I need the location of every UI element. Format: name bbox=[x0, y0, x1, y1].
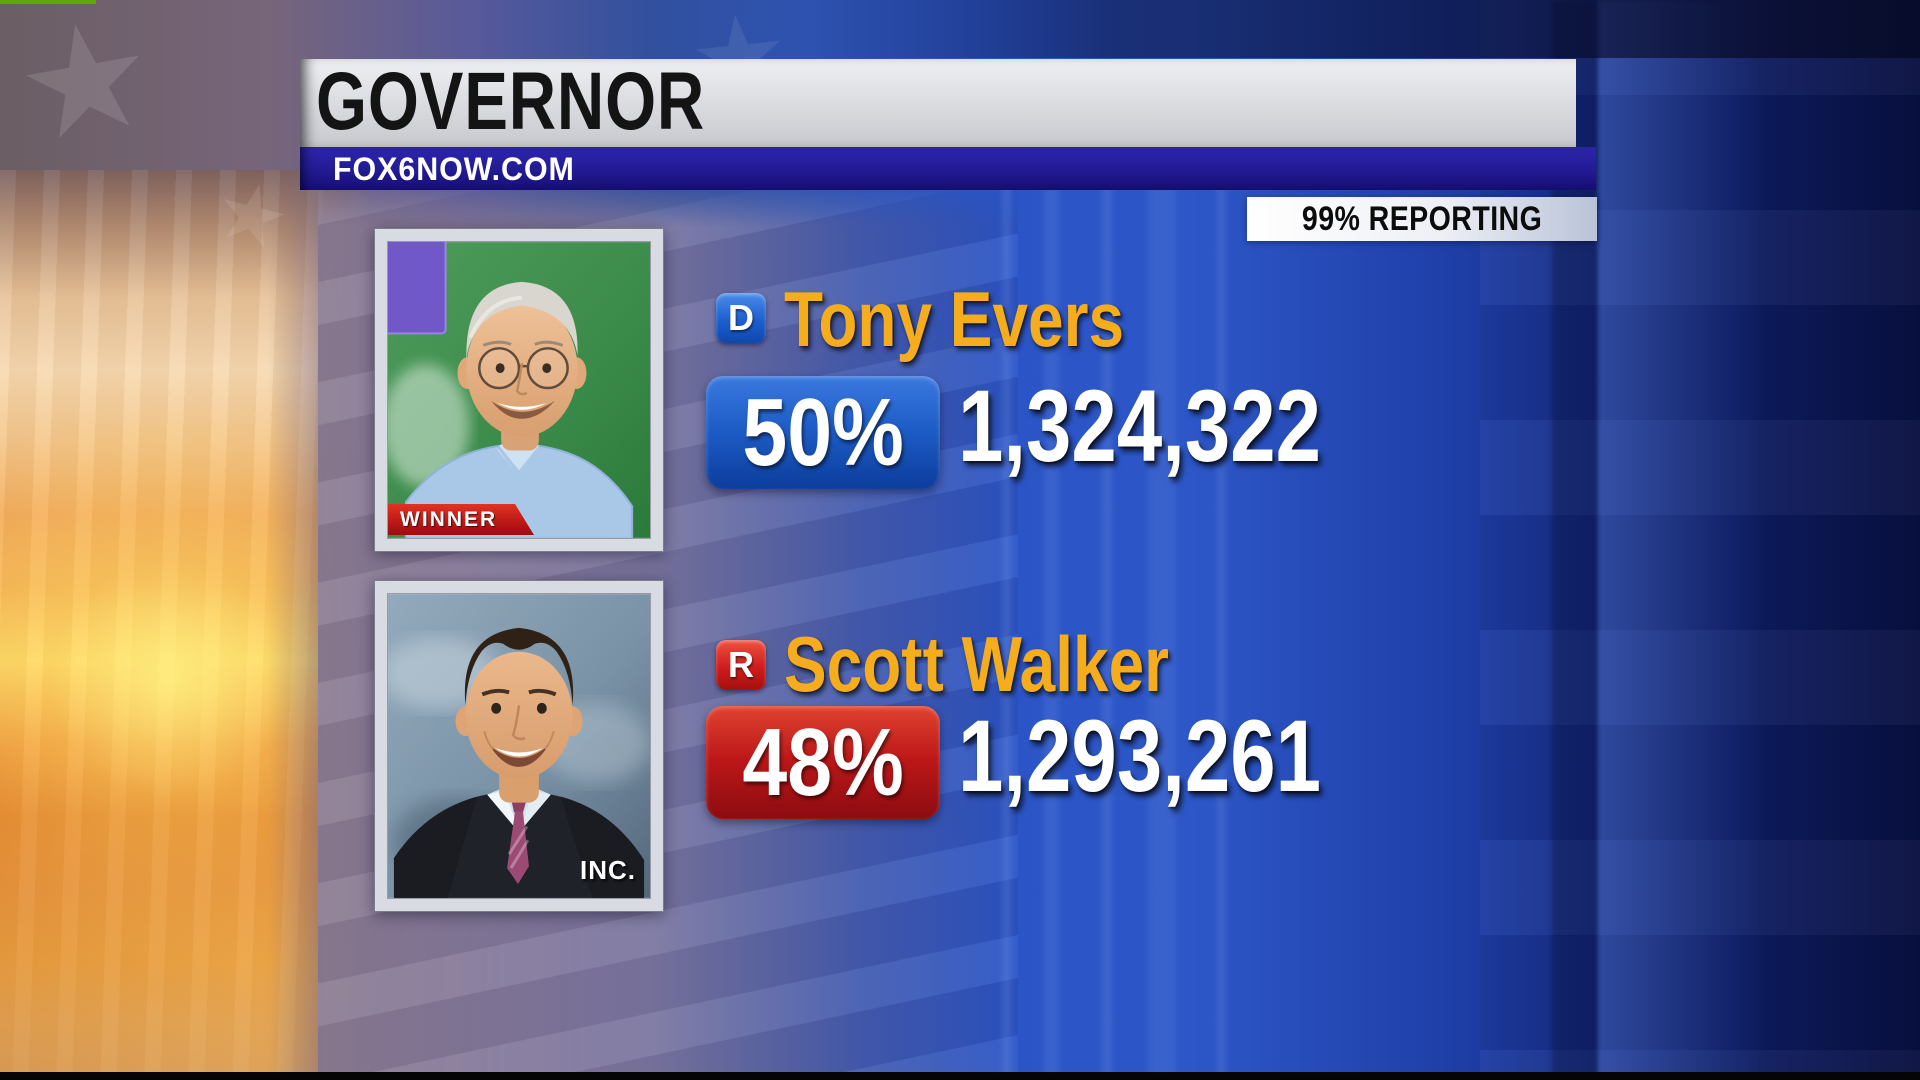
incumbent-label: INC. bbox=[580, 855, 636, 885]
walker-photo-frame: INC. bbox=[374, 580, 664, 912]
evers-photo: WINNER bbox=[387, 241, 651, 539]
candidate-name-evers: Tony Evers bbox=[784, 275, 1125, 363]
race-title: GOVERNOR bbox=[316, 56, 706, 147]
vote-count-evers: 1,324,322 bbox=[958, 369, 1322, 483]
reporting-text: 99% REPORTING bbox=[1301, 199, 1543, 238]
party-letter: D bbox=[728, 297, 754, 338]
source-url: FOX6NOW.COM bbox=[333, 151, 575, 187]
light-streak bbox=[1216, 185, 1226, 1080]
percent-value: 50% bbox=[742, 378, 904, 486]
party-badge-republican: R bbox=[716, 640, 766, 690]
light-streak bbox=[1002, 185, 1011, 1080]
race-title-bar: GOVERNOR bbox=[300, 56, 1576, 147]
percent-chip-walker: 48% bbox=[706, 706, 940, 819]
walker-portrait-illustration bbox=[388, 594, 650, 898]
letterbox-bar bbox=[0, 1072, 1920, 1080]
evers-photo-frame: WINNER bbox=[374, 228, 664, 552]
party-badge-democrat: D bbox=[716, 293, 766, 343]
party-letter: R bbox=[728, 644, 754, 685]
winner-badge: WINNER bbox=[388, 504, 534, 535]
winner-badge-text: WINNER bbox=[400, 507, 498, 531]
light-streak bbox=[1044, 185, 1059, 1080]
top-left-green-strip bbox=[0, 0, 96, 4]
reporting-badge: 99% REPORTING bbox=[1247, 197, 1597, 241]
light-streak bbox=[1102, 185, 1112, 1080]
light-streak bbox=[1148, 185, 1176, 1080]
flag-background-warm-stripes bbox=[0, 170, 372, 1080]
background-top-shade bbox=[0, 0, 1920, 58]
source-bar: FOX6NOW.COM bbox=[300, 147, 1596, 190]
background-light-column bbox=[1598, 0, 1768, 1080]
percent-chip-evers: 50% bbox=[706, 376, 940, 489]
evers-portrait-illustration bbox=[388, 242, 650, 538]
percent-value: 48% bbox=[742, 708, 904, 816]
candidate-name-walker: Scott Walker bbox=[784, 620, 1170, 708]
walker-photo: INC. bbox=[387, 593, 651, 899]
vote-count-walker: 1,293,261 bbox=[958, 699, 1322, 813]
